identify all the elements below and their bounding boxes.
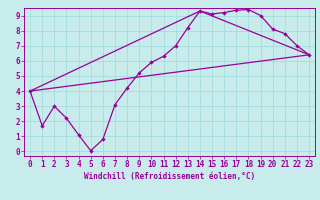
X-axis label: Windchill (Refroidissement éolien,°C): Windchill (Refroidissement éolien,°C)	[84, 172, 255, 181]
